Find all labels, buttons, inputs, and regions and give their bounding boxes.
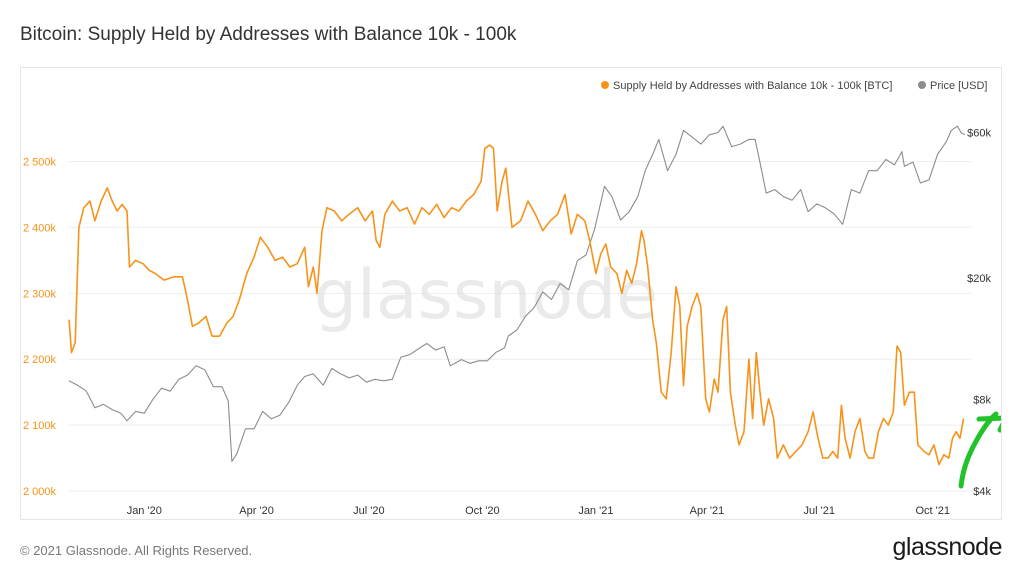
chart: glassnode 2 000k 2 100k 2 200k 2 300k 2 400k 2… xyxy=(23,80,1001,517)
y-left-tick-label: 2 000k xyxy=(23,486,57,498)
legend-label-supply: Supply Held by Addresses with Balance 10… xyxy=(613,80,892,92)
price-series-line xyxy=(68,125,966,463)
y-right-tick-label: $60k xyxy=(967,128,991,140)
x-tick-label: Apr '20 xyxy=(239,505,274,517)
annotation-arrow xyxy=(958,411,1001,489)
y-right-tick-label: $20k xyxy=(967,273,991,285)
legend-marker-supply xyxy=(601,81,609,89)
y-left-tick-label: 2 500k xyxy=(23,157,57,169)
legend-label-price: Price [USD] xyxy=(930,80,987,92)
gridlines xyxy=(69,161,971,492)
y-right-tick-label: $4k xyxy=(973,486,991,498)
y-left-tick-label: 2 400k xyxy=(23,222,57,234)
footer-copyright: © 2021 Glassnode. All Rights Reserved. xyxy=(20,543,253,558)
y-left-tick-label: 2 200k xyxy=(23,354,57,366)
watermark-text: glassnode xyxy=(314,256,658,335)
y-right-tick-label: $8k xyxy=(973,394,991,406)
legend-marker-price xyxy=(918,81,926,89)
x-tick-label: Apr '21 xyxy=(690,505,725,517)
x-tick-label: Jul '20 xyxy=(353,505,384,517)
x-tick-label: Jul '21 xyxy=(804,505,835,517)
supply-series-line xyxy=(68,144,965,466)
x-tick-label: Oct '20 xyxy=(465,505,500,517)
chart-frame: glassnode 2 000k 2 100k 2 200k 2 300k 2 400k 2… xyxy=(20,67,1002,520)
y-left-tick-label: 2 300k xyxy=(23,288,57,300)
brand-logo[interactable]: glassnode xyxy=(892,533,1003,561)
x-tick-label: Jan '21 xyxy=(578,505,613,517)
x-tick-label: Oct '21 xyxy=(915,505,950,517)
x-tick-label: Jan '20 xyxy=(127,505,162,517)
annotation-arrow-head xyxy=(976,415,1001,433)
y-left-tick-label: 2 100k xyxy=(23,420,57,432)
legend: Price [USD] Supply Held by Addresses with… xyxy=(601,80,987,92)
page-title: Bitcoin: Supply Held by Addresses with B… xyxy=(20,24,517,45)
